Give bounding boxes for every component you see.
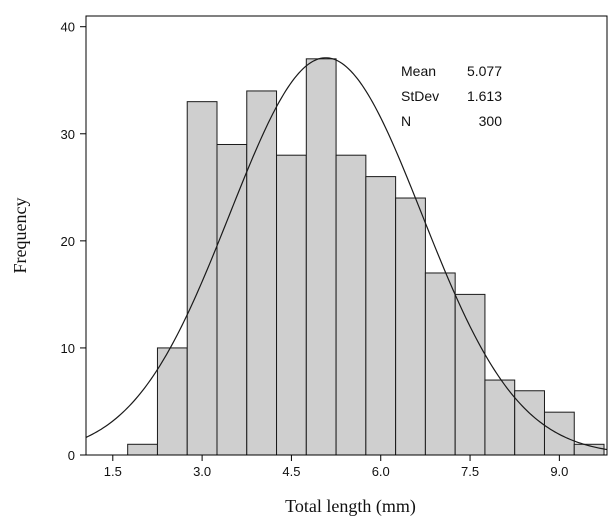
y-axis-title: Frequency xyxy=(10,198,30,274)
x-tick-label: 3.0 xyxy=(193,464,211,479)
stat-n-value: 300 xyxy=(479,113,503,129)
stat-mean-label: Mean xyxy=(401,63,436,79)
histogram-bar xyxy=(276,154,307,456)
y-axis: 0 10 20 30 40 xyxy=(61,20,86,463)
histogram-bar xyxy=(395,197,426,456)
x-tick-label: 1.5 xyxy=(104,464,122,479)
histogram-bar xyxy=(216,143,248,456)
histogram-bar xyxy=(127,443,158,456)
histogram-bar xyxy=(305,58,337,456)
x-axis-title: Total length (mm) xyxy=(285,496,416,517)
histogram-bar xyxy=(156,347,188,456)
y-tick-label: 40 xyxy=(61,20,75,35)
histogram-bar xyxy=(186,101,218,456)
histogram-bar xyxy=(484,379,516,456)
stat-stdev-label: StDev xyxy=(401,88,439,104)
y-tick-label: 30 xyxy=(61,127,75,142)
x-axis: 1.5 3.0 4.5 6.0 7.5 9.0 xyxy=(104,455,568,479)
stat-stdev-value: 1.613 xyxy=(467,88,502,104)
y-tick-label: 20 xyxy=(61,234,75,249)
histogram-bar xyxy=(246,90,278,456)
stat-n-label: N xyxy=(401,113,411,129)
histogram-bar xyxy=(335,154,367,456)
y-tick-label: 10 xyxy=(61,341,75,356)
x-tick-label: 7.5 xyxy=(461,464,479,479)
plot-frame xyxy=(85,15,608,456)
stats-box: Mean 5.077 StDev 1.613 N 300 xyxy=(401,63,502,129)
x-tick-label: 6.0 xyxy=(372,464,390,479)
histogram-bar xyxy=(424,272,456,456)
histogram-bar xyxy=(543,411,575,456)
histogram-bar xyxy=(365,176,397,456)
x-tick-label: 9.0 xyxy=(550,464,568,479)
x-tick-label: 4.5 xyxy=(282,464,300,479)
histogram-bar xyxy=(454,293,486,456)
y-tick-label: 0 xyxy=(68,448,75,463)
stat-mean-value: 5.077 xyxy=(467,63,502,79)
histogram-bars xyxy=(127,58,605,456)
histogram-bar xyxy=(514,390,545,456)
normal-fit-curve xyxy=(85,57,608,451)
